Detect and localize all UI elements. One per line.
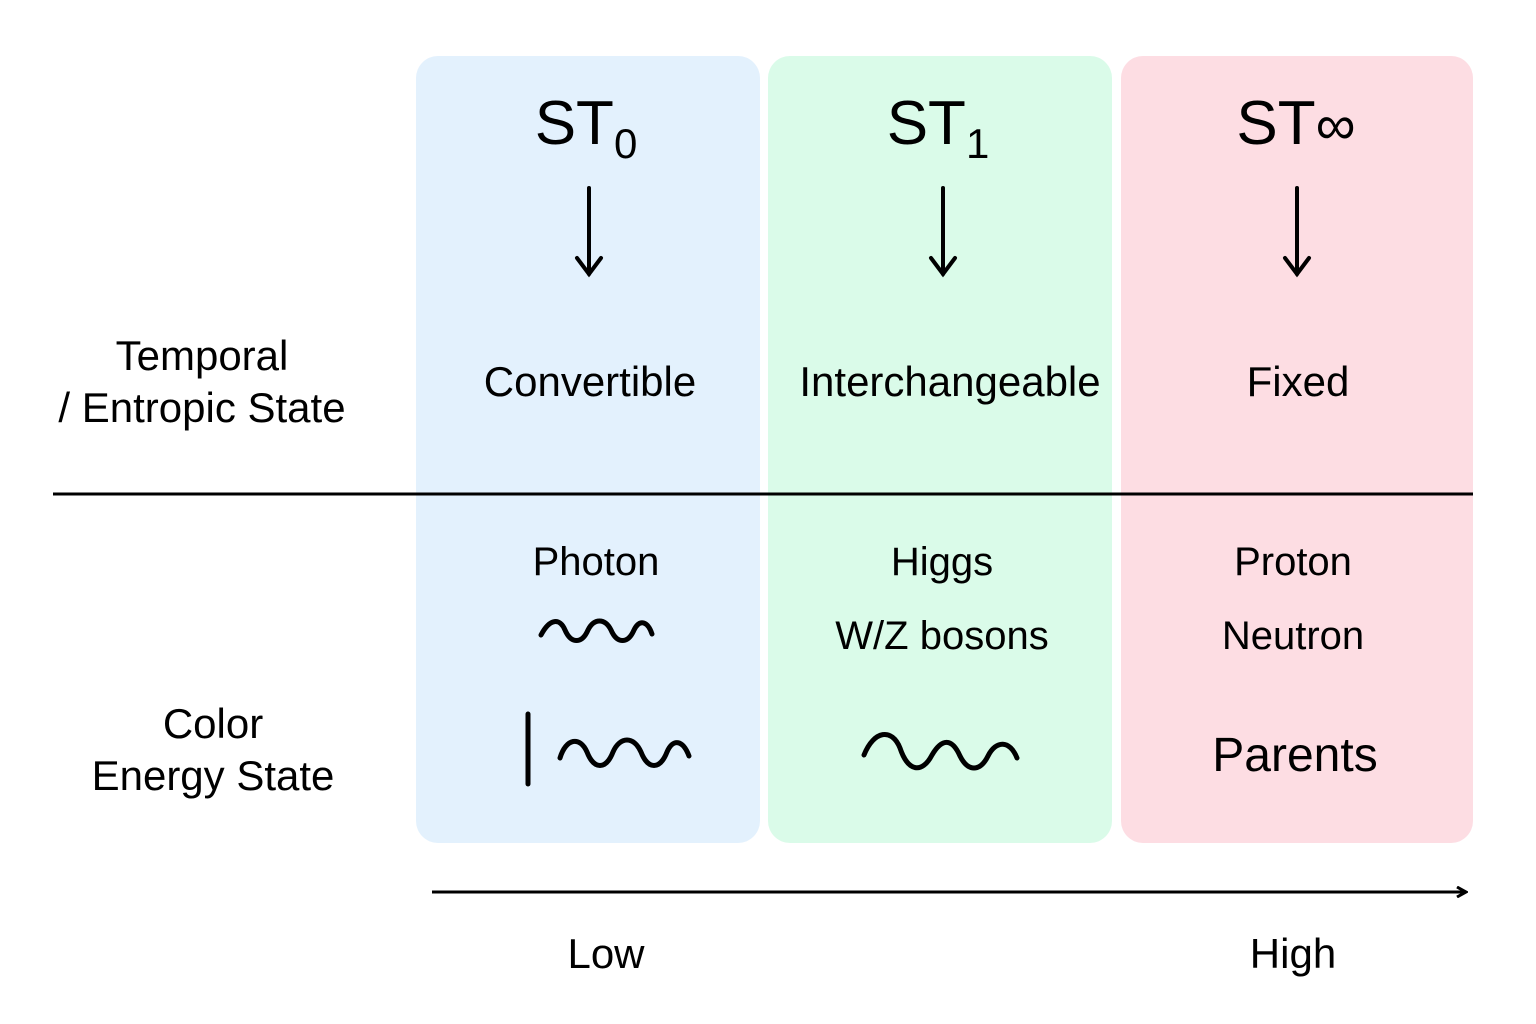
particle-photon: Photon <box>532 540 660 584</box>
particle-parents: Parents <box>1212 729 1378 782</box>
particle-proton: Proton <box>1234 540 1352 584</box>
particle-wz-bosons: W/Z bosons <box>835 614 1049 658</box>
axis-high-label: High <box>1249 930 1337 977</box>
column-title-st1: ST1 <box>887 88 990 168</box>
title-symbol: ST <box>534 89 614 158</box>
wave-icon <box>557 737 692 768</box>
particle-neutron: Neutron <box>1221 614 1365 658</box>
row-label-line: / Entropic State <box>58 384 346 431</box>
row-label-color-energy: Color Energy State <box>92 698 335 802</box>
row-label-line: Color <box>162 700 264 747</box>
state-convertible: Convertible <box>483 358 697 405</box>
column-title-st0: ST0 <box>535 88 638 168</box>
column-title-stinf: ST∞ <box>1236 88 1355 159</box>
state-fixed: Fixed <box>1246 358 1350 405</box>
column-st1-panel <box>768 56 1112 843</box>
state-interchangeable: Interchangeable <box>799 358 1101 405</box>
down-arrow-head <box>929 256 957 278</box>
row-label-line: Energy State <box>91 752 335 799</box>
photon-wave-icon <box>538 618 655 643</box>
particle-higgs: Higgs <box>890 540 994 584</box>
boson-wave-icon <box>861 731 1020 771</box>
title-symbol: ST <box>1236 89 1316 158</box>
row-label-temporal: Temporal / Entropic State <box>58 330 345 434</box>
title-subscript: 1 <box>965 120 990 167</box>
axis-low-label: Low <box>567 930 645 977</box>
row-label-line: Temporal <box>115 332 289 379</box>
down-arrow-head <box>575 256 603 278</box>
title-symbol: ST <box>886 89 966 158</box>
down-arrow-head <box>1283 256 1311 278</box>
title-subscript: 0 <box>613 120 638 167</box>
title-subscript: ∞ <box>1315 93 1356 156</box>
